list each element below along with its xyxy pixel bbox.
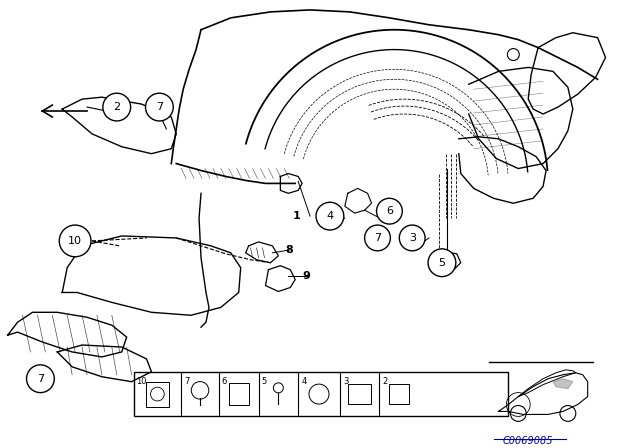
Circle shape (103, 93, 131, 121)
Text: 7: 7 (374, 233, 381, 243)
Circle shape (428, 249, 456, 276)
Circle shape (60, 225, 91, 257)
Polygon shape (553, 379, 573, 388)
Text: 7: 7 (37, 374, 44, 384)
Text: 1: 1 (292, 211, 300, 221)
Text: 2: 2 (383, 377, 388, 386)
Text: 4: 4 (326, 211, 333, 221)
Bar (134, 372, 508, 416)
Circle shape (399, 225, 425, 251)
Text: 9: 9 (302, 271, 310, 280)
Bar (348, 384, 371, 404)
Circle shape (376, 198, 403, 224)
Text: 6: 6 (386, 206, 393, 216)
Text: 8: 8 (285, 245, 293, 255)
Text: 10: 10 (136, 377, 147, 386)
Text: 7: 7 (156, 102, 163, 112)
Text: 5: 5 (438, 258, 445, 268)
Text: 5: 5 (262, 377, 267, 386)
Text: 3: 3 (409, 233, 416, 243)
Text: 4: 4 (301, 377, 307, 386)
Circle shape (26, 365, 54, 392)
Text: 2: 2 (113, 102, 120, 112)
Circle shape (365, 225, 390, 251)
Circle shape (145, 93, 173, 121)
Bar (389, 384, 410, 404)
Text: C0069085: C0069085 (503, 436, 554, 446)
Circle shape (316, 202, 344, 230)
Bar (228, 383, 249, 405)
Bar (146, 382, 169, 407)
Text: 7: 7 (184, 377, 189, 386)
Text: 10: 10 (68, 236, 82, 246)
Text: 6: 6 (222, 377, 227, 386)
Text: 3: 3 (343, 377, 348, 386)
